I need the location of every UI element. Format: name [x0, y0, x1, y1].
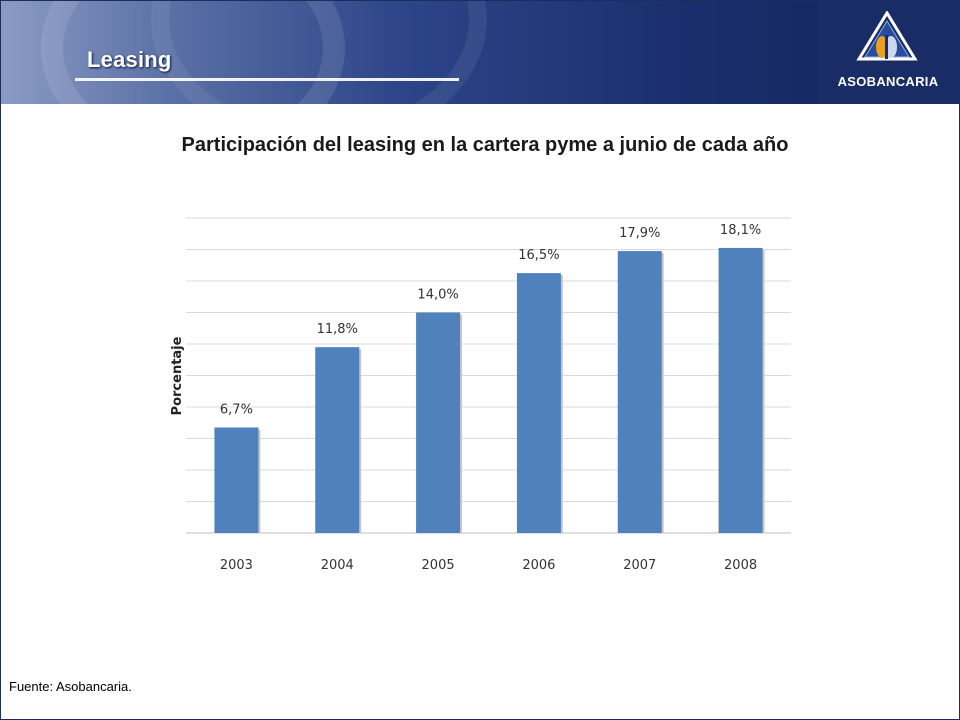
- source-note: Fuente: Asobancaria.: [9, 679, 132, 694]
- bar-2003: [214, 427, 259, 533]
- x-tick-label-2003: 2003: [220, 558, 253, 573]
- data-label-2005: 14,0%: [417, 288, 458, 303]
- x-tick-label-2008: 2008: [724, 558, 757, 573]
- data-label-2007: 17,9%: [619, 226, 660, 241]
- decorative-swirl: [151, 1, 487, 104]
- chart-title: Participación del leasing en la cartera …: [181, 134, 789, 156]
- x-tick-label-2006: 2006: [522, 558, 555, 573]
- x-tick-label-2005: 2005: [422, 558, 455, 573]
- x-axis-ticks: 2003 2004 2005 2006 2007 2008: [220, 558, 757, 573]
- data-label-2003: 6,7%: [220, 402, 253, 417]
- bar-2004: [315, 347, 360, 533]
- x-tick-label-2007: 2007: [623, 558, 656, 573]
- x-tick-label-2004: 2004: [321, 558, 354, 573]
- logo-text: ASOBANCARIA: [837, 74, 939, 89]
- title-underline: [75, 78, 459, 81]
- bar-2007: [617, 251, 662, 533]
- data-label-2004: 11,8%: [317, 322, 358, 337]
- header-banner: Leasing ASOBANCARIA: [1, 1, 959, 104]
- logo-panel: ASOBANCARIA: [817, 1, 959, 104]
- data-labels: 6,7% 11,8% 14,0% 16,5% 17,9% 18,1%: [220, 223, 761, 418]
- gridlines: [186, 217, 791, 534]
- asobancaria-logo-icon: [856, 11, 918, 61]
- bar-2005: [416, 312, 461, 533]
- section-title: Leasing: [87, 47, 172, 72]
- bar-2008: [718, 247, 763, 534]
- y-axis-title: Porcentaje: [170, 336, 185, 415]
- bars: [214, 247, 765, 534]
- bar-chart: 6,7%11,8%14,0%16,5%17,9% 18,1% 2003 2004 20…: [170, 217, 791, 573]
- data-label-2006: 16,5%: [518, 248, 559, 263]
- bar-2006: [516, 273, 561, 533]
- data-label-2008: 18,1%: [720, 223, 761, 238]
